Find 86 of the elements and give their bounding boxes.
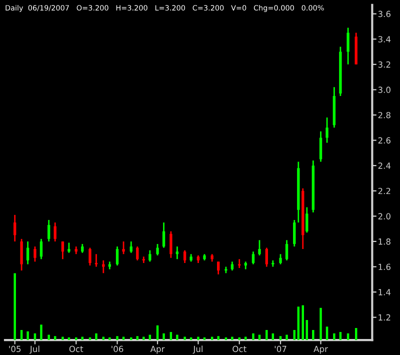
x-tick-label: Jul xyxy=(30,346,40,354)
bar xyxy=(320,308,322,340)
bar xyxy=(14,273,16,340)
y-tick-label: 2.0 xyxy=(378,213,390,220)
y-tick-label: 1.8 xyxy=(378,238,390,245)
bar xyxy=(244,336,247,340)
bar xyxy=(326,326,328,340)
y-tick-label: 2.8 xyxy=(378,112,390,118)
bar xyxy=(266,330,268,340)
bar xyxy=(122,336,125,340)
x-tick-label: '05 xyxy=(9,346,21,352)
candlestick xyxy=(252,250,255,265)
y-tick-label: 2.6 xyxy=(378,137,390,144)
bar xyxy=(238,337,240,340)
candlestick xyxy=(130,240,132,254)
candlestick xyxy=(20,238,23,272)
candlestick xyxy=(34,246,36,262)
bar xyxy=(184,336,186,340)
bar xyxy=(40,324,42,340)
bar xyxy=(148,334,152,340)
candlestick xyxy=(136,246,139,262)
candlestick xyxy=(326,116,328,144)
candlestick xyxy=(346,27,350,66)
candlestick xyxy=(258,239,261,256)
candlestick xyxy=(183,250,186,264)
bar xyxy=(81,336,84,340)
candlestick xyxy=(217,260,220,276)
bar xyxy=(176,334,178,340)
candlestick xyxy=(265,247,268,268)
y-tick-label: 3.4 xyxy=(378,36,391,42)
bar xyxy=(95,333,98,340)
y-tick-label: 1.2 xyxy=(378,314,390,320)
candlestick xyxy=(47,219,50,242)
y-tick-label: 1.6 xyxy=(378,264,390,270)
y-tick-label: 3.2 xyxy=(378,61,390,68)
y-tick-label: 3.0 xyxy=(378,86,390,93)
candlestick xyxy=(319,130,322,162)
candlestick xyxy=(88,247,92,266)
candlestick xyxy=(176,246,179,260)
candlestick xyxy=(54,222,56,242)
candlestick xyxy=(285,239,288,262)
x-tick-label: Jul xyxy=(192,346,202,354)
bar xyxy=(286,334,288,340)
y-tick-label: 1.4 xyxy=(378,289,391,296)
candlestick xyxy=(26,240,30,265)
bar xyxy=(312,330,314,340)
x-tick-label: Apr xyxy=(150,346,165,354)
bar xyxy=(102,336,105,340)
candlestick xyxy=(122,240,125,255)
x-tick-label: '07 xyxy=(274,346,286,352)
candlestick xyxy=(116,246,119,266)
candlestick xyxy=(293,219,296,248)
bar xyxy=(217,336,220,340)
candlestick xyxy=(156,243,159,256)
candlestick xyxy=(14,214,16,242)
bar xyxy=(162,333,165,340)
candlestick xyxy=(68,242,70,254)
candlestick xyxy=(102,260,105,274)
bar xyxy=(48,334,50,340)
bar xyxy=(210,336,214,340)
x-tick-label: '06 xyxy=(112,346,124,352)
x-tick-label: Oct xyxy=(69,346,84,352)
bar xyxy=(26,331,29,340)
candlestick xyxy=(148,250,152,262)
bar xyxy=(142,336,145,340)
candlestick xyxy=(162,222,166,248)
bar xyxy=(302,305,304,340)
bar xyxy=(62,336,64,340)
candlestick xyxy=(61,240,64,260)
y-tick-label: 3.6 xyxy=(378,10,390,18)
candlestick xyxy=(306,206,308,234)
candlestick xyxy=(279,253,282,265)
bar xyxy=(333,333,336,340)
candlestick xyxy=(238,258,241,269)
bar xyxy=(116,336,118,340)
bar xyxy=(258,334,261,340)
x-tick-label: Apr xyxy=(314,346,328,354)
y-tick-label: 2.2 xyxy=(378,188,390,194)
candlestick xyxy=(170,230,172,259)
bar xyxy=(197,336,200,340)
bar xyxy=(252,333,254,340)
y-tick-label: 2.4 xyxy=(378,162,391,169)
bar xyxy=(231,336,234,340)
candlestick xyxy=(40,238,43,260)
x-tick-label: Oct xyxy=(232,346,246,352)
bar xyxy=(108,337,111,340)
